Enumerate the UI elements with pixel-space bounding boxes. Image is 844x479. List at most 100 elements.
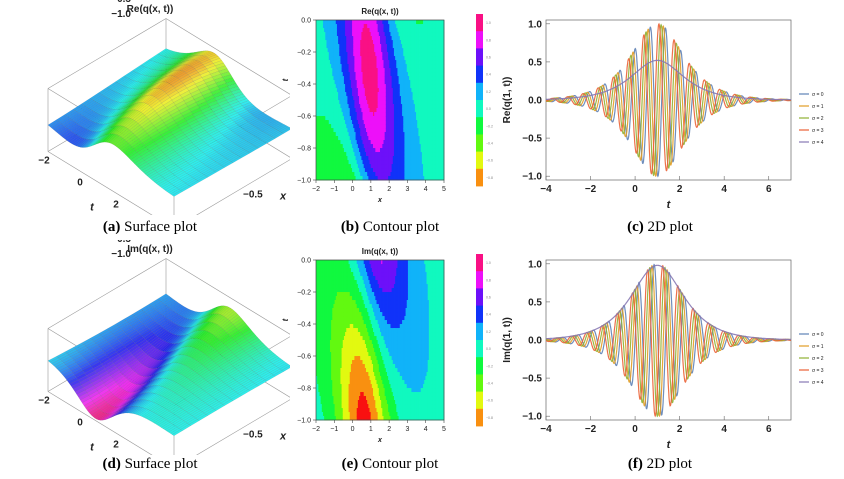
legend-label: σ = 0	[812, 92, 824, 98]
line-x-tick: 2	[677, 184, 683, 195]
colorbar-swatch	[476, 288, 483, 306]
legend-label: σ = 3	[812, 128, 824, 134]
surface-z-tick: −0.5	[111, 0, 131, 5]
legend-label: σ = 4	[812, 380, 824, 386]
contour-x-tick: 0	[351, 186, 355, 193]
colorbar-swatch	[476, 82, 483, 101]
contour-x-label: x	[377, 197, 383, 204]
colorbar-swatch	[476, 14, 483, 32]
colorbar-label: 1.0	[486, 261, 491, 265]
colorbar-label: −0.6	[486, 159, 493, 163]
contour-x-tick: 3	[405, 186, 409, 193]
line-x-tick: 0	[632, 424, 638, 435]
contour-x-tick: −2	[312, 426, 320, 433]
contour-x-tick: 1	[369, 186, 373, 193]
contour-title: Re(q(x, t))	[361, 7, 399, 16]
surface-x-tick: −0.5	[243, 430, 263, 441]
colorbar-swatch	[476, 305, 483, 324]
contour-x-tick: 2	[387, 426, 391, 433]
contour-x-tick: 4	[424, 186, 428, 193]
line-x-tick: 6	[766, 184, 772, 195]
caption-d: (d) Surface plot	[102, 456, 198, 472]
contour-title: Im(q(x, t))	[362, 247, 399, 256]
colorbar-swatch	[476, 271, 483, 289]
colorbar-label: −0.2	[486, 364, 493, 368]
colorbar-label: 0.0	[486, 107, 491, 111]
contour-x-tick: −1	[330, 426, 338, 433]
legend-label: σ = 2	[812, 116, 824, 122]
line-x-tick: −4	[540, 424, 552, 435]
line-legend: σ = 0 σ = 1 σ = 2 σ = 3 σ = 4	[799, 332, 824, 386]
line-x-tick: −4	[540, 184, 552, 195]
line-x-tick: 0	[632, 184, 638, 195]
colorbar-label: 0.2	[486, 330, 491, 334]
contour-y-tick: −0.6	[297, 354, 311, 361]
contour-y-tick: −0.4	[297, 82, 311, 89]
line-y-tick: 0.0	[528, 96, 542, 107]
colorbar-label: −0.2	[486, 124, 493, 128]
contour-y-tick: 0.0	[301, 18, 311, 25]
colorbar-label: 0.6	[486, 56, 491, 60]
surface-t-tick: 0	[77, 418, 83, 429]
legend-label: σ = 1	[812, 104, 824, 110]
line-plot-re: −4 −2 0 2 4 6 t 1.0 0.5 0.0 −0.5 −1.0 Re(q(1, t)) σ =…	[502, 19, 824, 211]
line-plot-im-panel: −4 −2 0 2 4 6 t 1.0 0.5 0.0 −0.5 −1.0 Im(q(1, t)) σ =…	[496, 240, 844, 455]
surface-z-tick: −1.0	[111, 9, 131, 20]
colorbar-swatch	[476, 322, 483, 341]
colorbar-label: −0.4	[486, 142, 493, 146]
surface-t-tick: −2	[38, 156, 50, 167]
contour-y-tick: −0.6	[297, 114, 311, 121]
line-x-tick: −2	[585, 424, 597, 435]
caption-b: (b) Contour plot	[340, 219, 440, 235]
colorbar-swatch	[476, 151, 483, 170]
contour-y-tick: −0.8	[297, 386, 311, 393]
surface-title: Im(q(x, t))	[127, 244, 173, 255]
series-line	[546, 264, 791, 341]
colorbar-swatch	[476, 134, 483, 152]
contour-x-tick: 5	[442, 186, 446, 193]
surface-t-tick: 0	[77, 178, 83, 189]
colorbar-swatch	[476, 340, 483, 358]
line-plot-im: −4 −2 0 2 4 6 t 1.0 0.5 0.0 −0.5 −1.0 Im(q(1, t)) σ =…	[502, 259, 824, 451]
series-line	[545, 22, 792, 175]
colorbar-swatch	[476, 48, 483, 66]
contour-x-tick: 3	[405, 426, 409, 433]
contour-plot-re: Re(q(x, t)) −2 −1 0 1 2 3 4 5 x 0.0 −0.2 −0.4 −0.6 −0.…	[281, 7, 493, 204]
line-plot-re-panel: −4 −2 0 2 4 6 t 1.0 0.5 0.0 −0.5 −1.0 Re(q(1, t)) σ =…	[496, 0, 844, 215]
line-y-tick: 0.5	[528, 297, 542, 308]
contour-field	[316, 260, 445, 421]
surface-plot-re-panel: Re(q(x, t))1.00.50.0−0.5−1.0−2024t0.0−0.…	[0, 0, 316, 236]
line-legend: σ = 0 σ = 1 σ = 2 σ = 3 σ = 4	[799, 92, 824, 146]
surface-x-label: x	[279, 431, 287, 443]
caption-f: (f) 2D plot	[627, 456, 693, 472]
line-y-tick: −0.5	[522, 374, 542, 385]
surface-t-tick: −2	[38, 396, 50, 407]
colorbar-swatch	[476, 391, 483, 410]
contour-frame	[315, 259, 445, 421]
colorbar-label: 0.4	[486, 73, 491, 77]
colorbar-swatch	[476, 100, 483, 118]
colorbar-label: −0.8	[486, 176, 493, 180]
line-y-tick: 0.0	[528, 336, 542, 347]
surface-x-tick: −0.5	[243, 190, 263, 201]
contour-plot-re-panel: Re(q(x, t)) −2 −1 0 1 2 3 4 5 x 0.0 −0.2 −0.4 −0.6 −0.…	[278, 0, 493, 215]
caption-a: (a) Surface plot	[102, 219, 198, 235]
colorbar-swatch	[476, 31, 483, 49]
contour-y-tick: −1.0	[297, 178, 311, 185]
line-x-tick: −2	[585, 184, 597, 195]
surface-mesh	[47, 293, 293, 436]
series-line	[546, 59, 791, 101]
colorbar-label: 0.0	[486, 347, 491, 351]
line-y-tick: 1.0	[528, 259, 542, 270]
contour-plot-im: Im(q(x, t)) −2 −1 0 1 2 3 4 5 x 0.0 −0.2 −0.4 −0.6 −0.…	[281, 247, 493, 444]
contour-y-tick: −0.2	[297, 290, 311, 297]
surface-plot-im: Im(q(x, t))1.00.50.0−0.5−1.0−2024t0.0−0.…	[38, 189, 316, 476]
contour-y-tick: −1.0	[297, 418, 311, 425]
line-y-tick: 0.5	[528, 57, 542, 68]
contour-x-tick: 2	[387, 186, 391, 193]
line-x-tick: 4	[721, 424, 727, 435]
line-y-tick: −1.0	[522, 412, 542, 423]
legend-label: σ = 3	[812, 368, 824, 374]
legend-label: σ = 1	[812, 344, 824, 350]
series-line	[545, 266, 791, 418]
